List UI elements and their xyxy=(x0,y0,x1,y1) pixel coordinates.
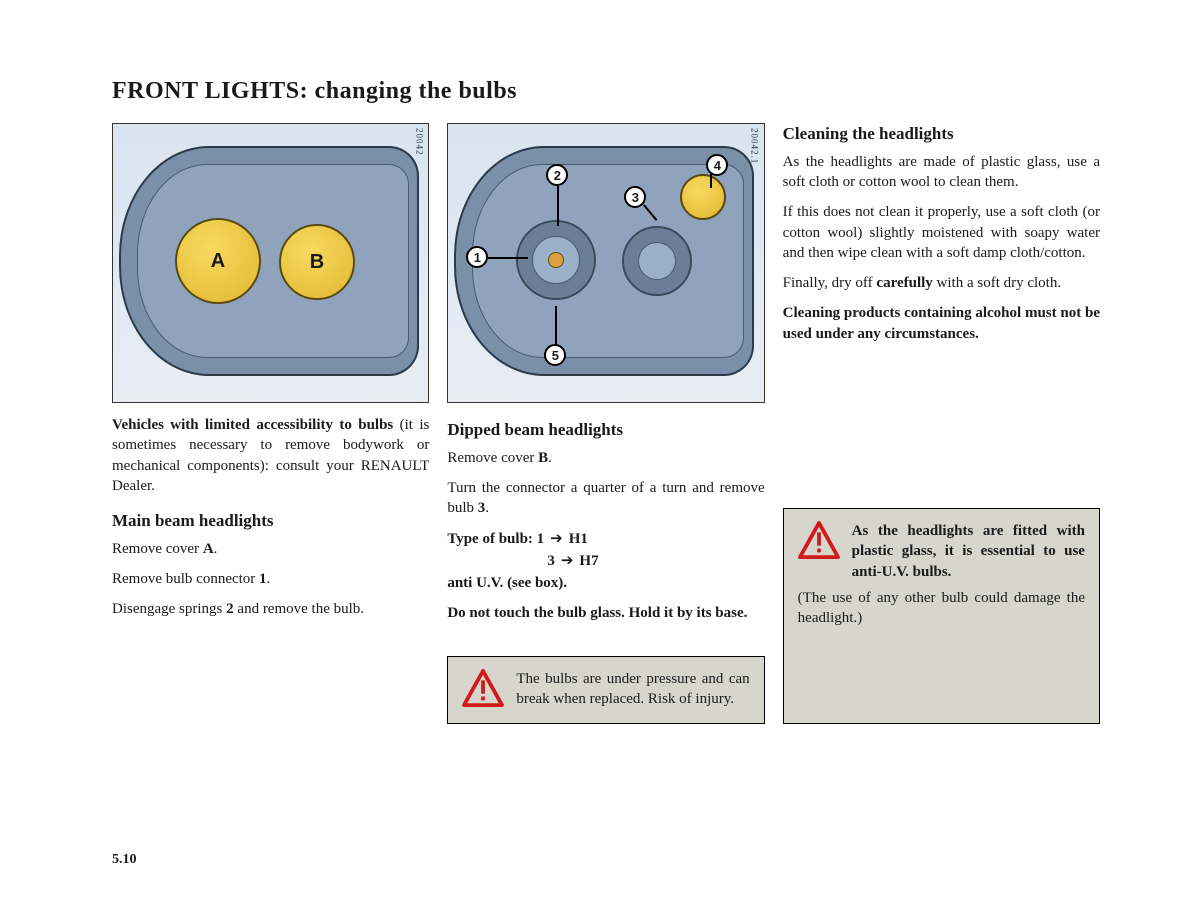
column-2: 20042.1 1 2 3 4 5 Dipped beam xyxy=(447,123,764,724)
col2-p3: Do not touch the bulb glass. Hold it by … xyxy=(447,603,764,623)
cover-a-label: A xyxy=(175,218,261,304)
page-title: FRONT LIGHTS: changing the bulbs xyxy=(112,78,1100,105)
col1-p1: Remove cover A. xyxy=(112,539,429,559)
bulb-spec-2: 3H7 xyxy=(447,551,764,571)
bulb-spec-1: Type of bulb: 1H1 xyxy=(447,529,764,549)
col1-text: Vehicles with limited accessibility to b… xyxy=(112,415,429,630)
headlight-illustration-1: A B xyxy=(119,146,419,376)
warning-box-pressure: The bulbs are under pressure and can bre… xyxy=(447,656,764,725)
col3-p4: Cleaning products containing alcohol mus… xyxy=(783,303,1100,344)
content-columns: 20042 A B Vehicles with limited accessib… xyxy=(112,123,1100,724)
warning-triangle-icon xyxy=(462,669,504,707)
figure-1: 20042 A B xyxy=(112,123,429,403)
warning-uv-bold: As the headlights are fitted with plasti… xyxy=(852,521,1085,582)
main-beam-heading: Main beam headlights xyxy=(112,510,429,533)
warning-box-uv: As the headlights are fitted with plasti… xyxy=(783,508,1100,724)
cover-b-label: B xyxy=(279,224,355,300)
bulb-spec-3: anti U.V. (see box). xyxy=(447,573,764,593)
col2-text: Dipped beam headlights Remove cover B. T… xyxy=(447,415,764,634)
col1-p3: Disengage springs 2 and remove the bulb. xyxy=(112,599,429,619)
col3-text: Cleaning the headlights As the headlight… xyxy=(783,123,1100,354)
warning-pressure-text: The bulbs are under pressure and can bre… xyxy=(516,669,749,710)
col3-p1: As the headlights are made of plastic gl… xyxy=(783,152,1100,193)
figure-2: 20042.1 1 2 3 4 5 xyxy=(447,123,764,403)
col2-p1: Remove cover B. xyxy=(447,448,764,468)
turn-signal-cap xyxy=(680,174,726,220)
warning-triangle-icon xyxy=(798,521,840,559)
col2-p2: Turn the connector a quarter of a turn a… xyxy=(447,478,764,519)
col3-p2: If this does not clean it properly, use … xyxy=(783,202,1100,263)
col3-p3: Finally, dry off carefully with a soft d… xyxy=(783,273,1100,293)
cleaning-heading: Cleaning the headlights xyxy=(783,123,1100,146)
headlight-illustration-2: 1 2 3 4 5 xyxy=(454,146,754,376)
column-1: 20042 A B Vehicles with limited accessib… xyxy=(112,123,429,724)
page-number: 5.10 xyxy=(112,852,137,868)
accessibility-note-bold: Vehicles with limited accessibility to b… xyxy=(112,417,393,433)
col1-p2: Remove bulb connector 1. xyxy=(112,569,429,589)
warning-uv-rest: (The use of any other bulb could damage … xyxy=(798,588,1085,629)
dipped-beam-heading: Dipped beam headlights xyxy=(447,419,764,442)
accessibility-note: Vehicles with limited accessibility to b… xyxy=(112,415,429,496)
column-3: Cleaning the headlights As the headlight… xyxy=(783,123,1100,724)
